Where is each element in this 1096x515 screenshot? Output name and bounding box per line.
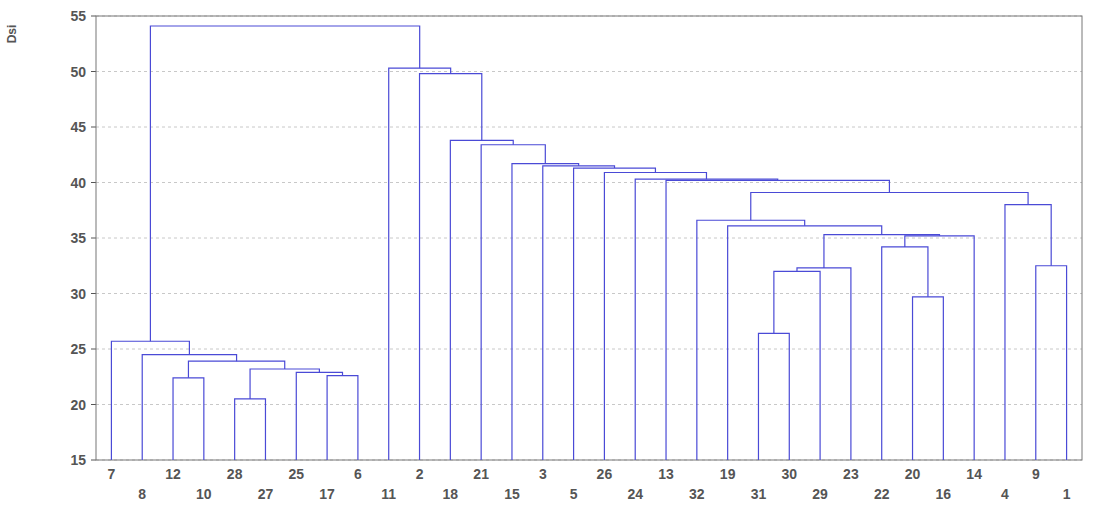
leaf-label: 4 — [1001, 486, 1009, 502]
leaf-label: 20 — [905, 466, 921, 482]
merge-link — [1036, 266, 1067, 460]
leaf-label: 7 — [108, 466, 116, 482]
merge-link — [1005, 205, 1051, 460]
marks — [111, 26, 1066, 460]
leaf-label: 8 — [138, 486, 146, 502]
merge-link — [142, 355, 236, 460]
leaf-label: 14 — [966, 466, 982, 482]
leaf-label: 11 — [381, 486, 396, 502]
merge-link — [774, 271, 820, 460]
leaf-label: 32 — [689, 486, 705, 502]
leaf-label: 16 — [936, 486, 952, 502]
leaf-label: 12 — [165, 466, 181, 482]
tick-label: 35 — [70, 230, 86, 246]
merge-link — [697, 220, 805, 460]
merge-link — [905, 236, 974, 460]
tick-mark — [91, 71, 96, 72]
merge-link — [666, 180, 889, 460]
merge-link — [173, 378, 204, 460]
merge-link — [250, 369, 319, 399]
leaf-label: 24 — [627, 486, 643, 502]
leaf-label: 3 — [539, 466, 547, 482]
grid-line — [96, 127, 1082, 128]
grid — [91, 16, 1082, 460]
grid-line — [96, 182, 1082, 183]
leaf-label: 2 — [416, 466, 424, 482]
merge-link — [235, 399, 266, 460]
leaf-label: 15 — [504, 486, 520, 502]
merge-link — [574, 168, 656, 460]
merge-link — [913, 297, 944, 460]
merge-link — [543, 166, 615, 460]
tick-label: 25 — [70, 341, 86, 357]
tick-mark — [91, 127, 96, 128]
merge-link — [604, 173, 706, 460]
merge-link — [420, 74, 482, 460]
leaf-label: 27 — [258, 486, 274, 502]
merge-link — [512, 164, 579, 460]
tick-label: 20 — [70, 397, 86, 413]
merge-link — [728, 226, 882, 460]
leaf-label: 21 — [473, 466, 489, 482]
merge-link — [111, 341, 189, 460]
leaf-label: 18 — [443, 486, 459, 502]
leaf-label: 26 — [597, 466, 613, 482]
merge-link — [635, 179, 778, 460]
chart: 152025303540455055Dsi7812102827251761121… — [0, 0, 1096, 515]
leaf-label: 22 — [874, 486, 890, 502]
tick-label: 30 — [70, 286, 86, 302]
leaf-label: 10 — [196, 486, 212, 502]
axis-title: Dsi — [5, 25, 19, 44]
tick-label: 15 — [70, 452, 86, 468]
merge-link — [797, 268, 851, 460]
tick-label: 50 — [70, 64, 86, 80]
tick-label: 55 — [70, 8, 86, 24]
tick-label: 45 — [70, 119, 86, 135]
tick-mark — [91, 16, 96, 17]
merge-link — [882, 247, 928, 460]
merge-link — [450, 140, 513, 460]
grid-line — [96, 293, 1082, 294]
grid-line — [96, 404, 1082, 405]
grid-line — [96, 238, 1082, 239]
leaf-label: 5 — [570, 486, 578, 502]
leaf-label: 31 — [751, 486, 767, 502]
tick-mark — [91, 404, 96, 405]
leaf-label: 28 — [227, 466, 243, 482]
leaf-label: 1 — [1063, 486, 1071, 502]
leaf-label: 6 — [354, 466, 362, 482]
leaf-label: 23 — [843, 466, 859, 482]
tick-mark — [91, 293, 96, 294]
tick-label: 40 — [70, 175, 86, 191]
leaf-label: 17 — [319, 486, 335, 502]
tick-mark — [91, 349, 96, 350]
tick-mark — [91, 238, 96, 239]
merge-link — [751, 192, 1028, 220]
merge-link — [758, 333, 789, 460]
merge-link — [188, 361, 284, 378]
merge-link — [296, 372, 342, 460]
grid-line — [96, 71, 1082, 72]
tick-mark — [91, 182, 96, 183]
merge-link — [327, 376, 358, 460]
merge-link — [481, 145, 545, 460]
leaf-label: 19 — [720, 466, 736, 482]
leaf-label: 25 — [288, 466, 304, 482]
plot-frame — [96, 16, 1082, 460]
merge-link — [150, 26, 419, 341]
leaf-label: 13 — [658, 466, 674, 482]
merge-link — [389, 68, 451, 460]
grid-line — [96, 349, 1082, 350]
tick-mark — [91, 460, 96, 461]
leaf-label: 30 — [781, 466, 797, 482]
leaf-label: 9 — [1032, 466, 1040, 482]
merge-link — [824, 235, 940, 268]
leaf-label: 29 — [812, 486, 828, 502]
